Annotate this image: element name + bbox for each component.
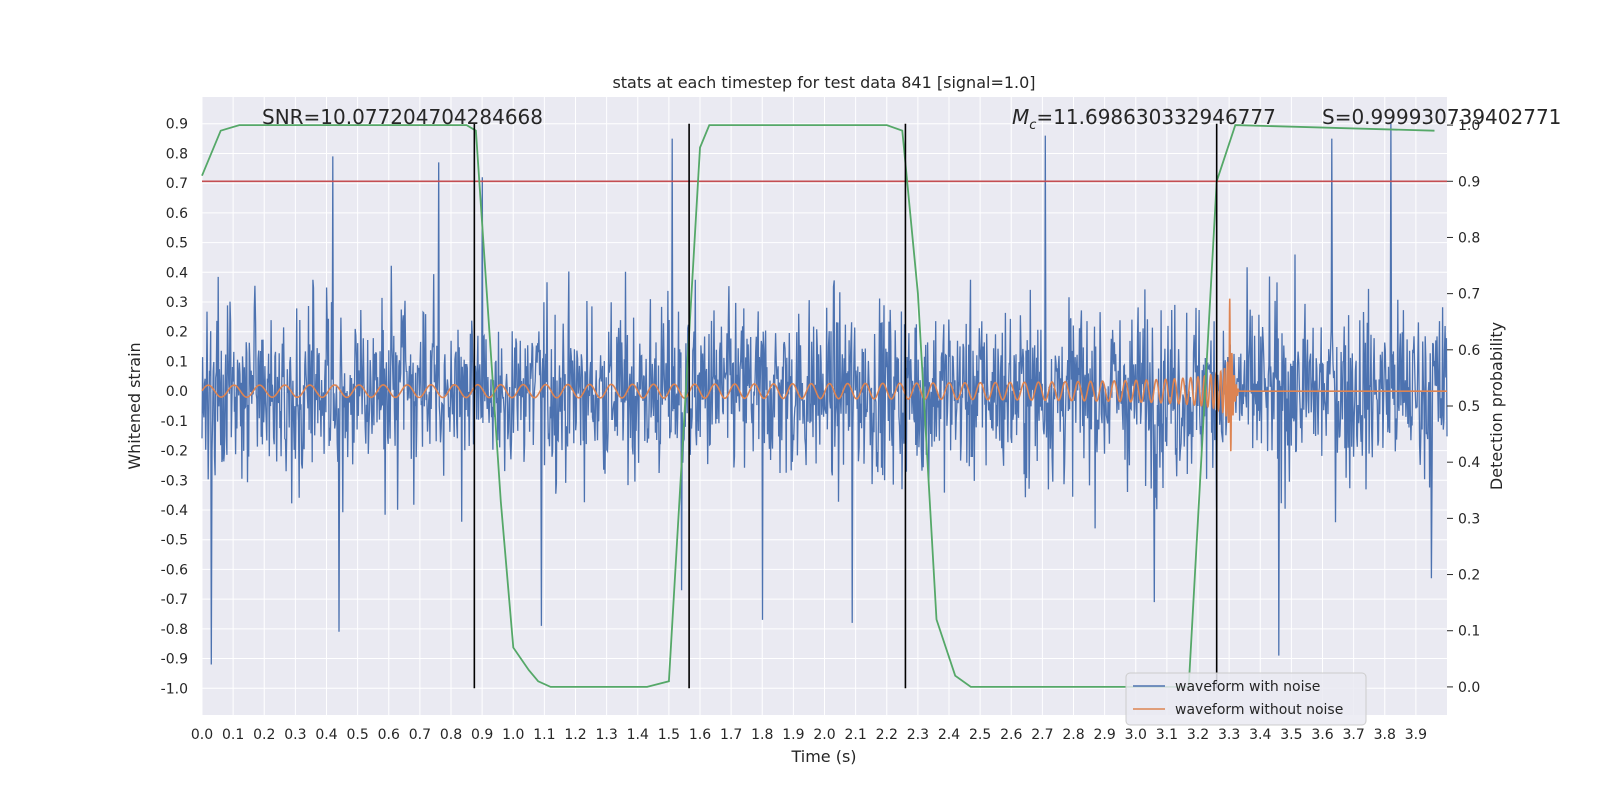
x-tick-label: 2.8 — [1062, 727, 1084, 743]
x-tick-label: 1.4 — [627, 727, 649, 743]
x-tick-label: 3.4 — [1249, 727, 1271, 743]
y2-tick-label: 0.6 — [1458, 343, 1480, 359]
x-tick-label: 0.3 — [284, 727, 306, 743]
x-tick-label: 3.9 — [1405, 727, 1427, 743]
legend: waveform with noise waveform without noi… — [1125, 672, 1367, 726]
y2-axis-ticks: 1.0 0.9 0.8 0.7 0.6 0.5 0.4 0.3 0.2 0.1 0.0 — [1447, 118, 1480, 696]
x-tick-label: 1.5 — [658, 727, 680, 743]
x-tick-label: 0.6 — [378, 727, 400, 743]
y-tick-label: 0.2 — [166, 325, 188, 341]
y-tick-label: -0.1 — [161, 414, 188, 430]
chirp-mass-annotation: Mc=11.698630332946777 — [1012, 105, 1276, 133]
y2-tick-label: 0.1 — [1458, 624, 1480, 640]
x-tick-label: 0.9 — [471, 727, 493, 743]
chirp-mass-value: =11.698630332946777 — [1036, 105, 1275, 129]
x-tick-label: 2.3 — [907, 727, 929, 743]
x-tick-label: 3.5 — [1280, 727, 1302, 743]
y-tick-label: 0.6 — [166, 206, 188, 222]
y-tick-label: 0.7 — [166, 176, 188, 192]
y2-tick-label: 0.5 — [1458, 399, 1480, 415]
x-tick-label: 3.8 — [1374, 727, 1396, 743]
y-tick-label: 0.9 — [166, 117, 188, 133]
y-tick-label: 0.3 — [166, 295, 188, 311]
x-tick-label: 2.7 — [1031, 727, 1053, 743]
x-tick-label: 3.3 — [1218, 727, 1240, 743]
x-tick-label: 1.6 — [689, 727, 711, 743]
plot-area — [201, 123, 1448, 689]
y2-tick-label: 0.8 — [1458, 230, 1480, 246]
x-tick-label: 3.0 — [1125, 727, 1147, 743]
series-detection-probability — [201, 124, 1435, 688]
legend-box — [1125, 672, 1367, 726]
y2-tick-label: 0.4 — [1458, 455, 1480, 471]
x-tick-label: 0.1 — [222, 727, 244, 743]
x-axis-label: Time (s) — [790, 747, 856, 766]
y-tick-label: -0.4 — [161, 503, 188, 519]
x-tick-label: 1.2 — [564, 727, 586, 743]
y2-tick-label: 0.0 — [1458, 680, 1480, 696]
y-tick-label: -0.7 — [161, 592, 188, 608]
x-tick-label: 2.5 — [969, 727, 991, 743]
legend-label-noise: waveform with noise — [1175, 679, 1320, 695]
y-tick-label: -0.6 — [161, 562, 188, 578]
x-tick-label: 2.4 — [938, 727, 960, 743]
x-tick-label: 0.4 — [315, 727, 337, 743]
y2-tick-label: 0.7 — [1458, 287, 1480, 303]
x-tick-label: 0.7 — [409, 727, 431, 743]
series-waveform-without-noise — [201, 298, 1447, 452]
x-tick-label: 2.9 — [1093, 727, 1115, 743]
y2-tick-label: 0.3 — [1458, 511, 1480, 527]
y-tick-label: -0.3 — [161, 473, 188, 489]
chart-title: stats at each timestep for test data 841… — [612, 73, 1035, 92]
x-tick-label: 1.9 — [782, 727, 804, 743]
x-tick-label: 0.8 — [440, 727, 462, 743]
y2-tick-label: 1.0 — [1458, 118, 1480, 134]
y-tick-label: 0.8 — [166, 146, 188, 162]
x-tick-label: 0.0 — [191, 727, 213, 743]
y2-axis-label: Detection probability — [1487, 322, 1506, 490]
x-tick-label: 3.2 — [1187, 727, 1209, 743]
y-tick-label: 0.4 — [166, 265, 188, 281]
series-waveform-with-noise — [201, 123, 1448, 665]
x-tick-label: 1.8 — [751, 727, 773, 743]
score-annotation: S=0.999930739402771 — [1322, 105, 1561, 129]
x-tick-label: 2.0 — [813, 727, 835, 743]
x-tick-label: 1.1 — [533, 727, 555, 743]
x-tick-label: 3.1 — [1156, 727, 1178, 743]
snr-annotation: SNR=10.077204704284668 — [262, 105, 543, 129]
y-tick-label: -0.9 — [161, 652, 188, 668]
x-tick-label: 2.6 — [1000, 727, 1022, 743]
y-axis-label: Whitened strain — [125, 342, 144, 469]
x-tick-label: 1.7 — [720, 727, 742, 743]
x-tick-label: 3.6 — [1311, 727, 1333, 743]
x-tick-label: 3.7 — [1342, 727, 1364, 743]
y2-tick-label: 0.9 — [1458, 174, 1480, 190]
chirp-mass-symbol: M — [1012, 105, 1029, 129]
y-tick-label: -0.2 — [161, 444, 188, 460]
y-tick-label: -1.0 — [161, 681, 188, 697]
x-tick-label: 1.0 — [502, 727, 524, 743]
y-tick-label: -0.5 — [161, 533, 188, 549]
legend-label-clean: waveform without noise — [1175, 702, 1343, 718]
x-axis-ticks: 0.0 0.1 0.2 0.3 0.4 0.5 0.6 0.7 0.8 0.9 1.0 1.1 1.2 1… — [191, 727, 1427, 743]
y-tick-label: 0.1 — [166, 354, 188, 370]
x-tick-label: 2.1 — [844, 727, 866, 743]
x-tick-label: 0.5 — [346, 727, 368, 743]
y-tick-label: -0.8 — [161, 622, 188, 638]
x-tick-label: 2.2 — [876, 727, 898, 743]
chirp-mass-subscript: c — [1029, 118, 1036, 133]
y2-tick-label: 0.2 — [1458, 568, 1480, 584]
y-tick-label: 0.5 — [166, 236, 188, 252]
y-tick-label: 0.0 — [166, 384, 188, 400]
y-axis-ticks: 0.9 0.8 0.7 0.6 0.5 0.4 0.3 0.2 0.1 0.0 -0.1 -0.2 -0… — [161, 117, 188, 698]
x-tick-label: 0.2 — [253, 727, 275, 743]
x-tick-label: 1.3 — [595, 727, 617, 743]
